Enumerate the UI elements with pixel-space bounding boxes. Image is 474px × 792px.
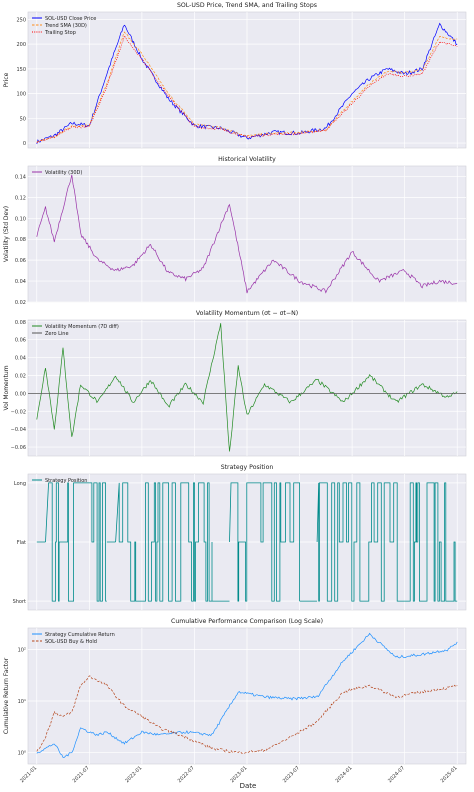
y-tick-label: 150 xyxy=(16,67,26,73)
panel-3: −0.06 −0.04 −0.02 0.00 0.02 0.04 0.06 0.08 Volat… xyxy=(3,310,467,457)
legend: Volatility (30D) xyxy=(32,170,82,176)
y-tick-label: 0.06 xyxy=(15,258,26,264)
series-line xyxy=(36,34,458,143)
y-axis-label: Volatility (Std Dev) xyxy=(3,206,10,262)
y-tick-label: 0.08 xyxy=(15,237,26,243)
legend-label: Strategy Cumulative Return xyxy=(45,632,115,638)
panel-title: Historical Volatility xyxy=(218,156,276,163)
x-tick-label: 2021-07 xyxy=(72,765,91,784)
panel-4: Short Flat Long Strategy Position Strategy P… xyxy=(13,464,467,611)
y-tick-label: 0.00 xyxy=(15,391,26,397)
y-axis-label: Vol Momentum xyxy=(3,365,10,410)
y-tick-label: Short xyxy=(13,599,26,605)
y-tick-label: 0.10 xyxy=(15,216,26,222)
y-tick-label: 100 xyxy=(16,92,26,98)
x-tick-label: 2024-07 xyxy=(387,765,406,784)
y-axis-label: Cumulative Return Factor xyxy=(3,657,10,734)
legend-label: SOL-USD Close Price xyxy=(45,16,96,22)
y-tick-label: 0.08 xyxy=(15,320,26,326)
legend-label: Strategy Position xyxy=(45,478,87,484)
y-tick-label: 0.12 xyxy=(15,195,26,201)
panel-title: SOL-USD Price, Trend SMA, and Trailing S… xyxy=(177,2,317,9)
legend: Volatility Momentum (7D diff)Zero Line xyxy=(32,324,119,337)
y-tick-label: 0.04 xyxy=(15,356,26,362)
legend: Strategy Position xyxy=(32,478,87,484)
x-tick-label: 2025-01 xyxy=(440,765,459,784)
panel-5: 10⁰ 10¹ 10² Cumulative Performance Comparis… xyxy=(3,618,467,765)
panel-title: Volatility Momentum (σt − σt−N) xyxy=(196,310,298,317)
y-tick-label: Flat xyxy=(17,540,26,546)
y-tick-label: 250 xyxy=(16,17,26,23)
legend-label: Trend SMA (30D) xyxy=(44,23,87,29)
series-line xyxy=(36,632,458,758)
legend-label: Zero Line xyxy=(45,331,69,337)
legend-label: Volatility Momentum (7D diff) xyxy=(45,324,119,330)
series-line xyxy=(36,31,458,143)
y-tick-label: 10⁰ xyxy=(18,751,26,757)
y-tick-label: 200 xyxy=(16,42,26,48)
legend-label: Trailing Stop xyxy=(44,30,76,36)
y-tick-label: Long xyxy=(14,481,26,487)
x-tick-label: 2022-01 xyxy=(124,765,143,784)
y-tick-label: 10¹ xyxy=(18,699,26,705)
y-tick-label: 0.04 xyxy=(15,279,26,285)
chart-panels: 0 50 100 150 200 250 SOL-USD Price, Trend SMA,… xyxy=(3,2,467,765)
y-tick-label: 0.02 xyxy=(15,373,26,379)
series-line xyxy=(36,174,458,294)
legend-label: Volatility (30D) xyxy=(45,170,82,176)
series-line xyxy=(36,482,458,602)
x-tick-label: 2024-01 xyxy=(335,765,354,784)
panel-title: Strategy Position xyxy=(221,464,274,471)
x-tick-label: 2022-07 xyxy=(177,765,196,784)
panel-2: 0.02 0.04 0.06 0.08 0.10 0.12 0.14 Historical V… xyxy=(3,156,467,306)
y-tick-label: −0.02 xyxy=(11,409,26,415)
series-line xyxy=(36,675,458,754)
x-tick-label: 2023-07 xyxy=(282,765,301,784)
y-tick-label: −0.04 xyxy=(11,427,26,433)
y-tick-label: −0.06 xyxy=(11,445,26,451)
y-axis-label: Price xyxy=(3,72,10,87)
panel-1: 0 50 100 150 200 250 SOL-USD Price, Trend SMA,… xyxy=(3,2,467,149)
panel-title: Cumulative Performance Comparison (Log S… xyxy=(171,618,323,625)
series-line xyxy=(36,22,458,145)
x-axis-label: Date xyxy=(240,782,257,790)
x-tick-label: 2021-01 xyxy=(19,765,38,784)
y-tick-label: 50 xyxy=(20,116,26,122)
y-tick-label: 0.02 xyxy=(15,300,26,306)
y-tick-label: 10² xyxy=(18,647,26,653)
y-tick-label: 0.14 xyxy=(15,174,26,180)
y-tick-label: 0 xyxy=(23,141,26,147)
y-tick-label: 0.06 xyxy=(15,338,26,344)
legend-label: SOL-USD Buy & Hold xyxy=(45,639,97,645)
